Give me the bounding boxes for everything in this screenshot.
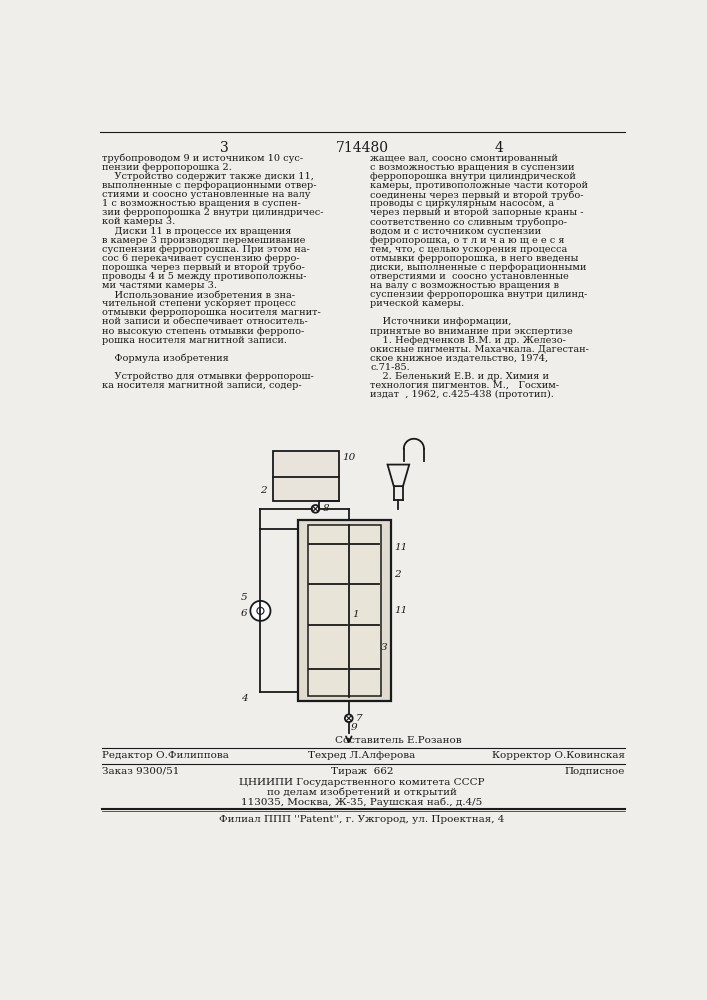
Text: с возможностью вращения в суспензии: с возможностью вращения в суспензии: [370, 163, 575, 172]
Text: Техред Л.Алферова: Техред Л.Алферова: [308, 751, 416, 760]
Text: пензии ферропорошка 2.: пензии ферропорошка 2.: [103, 163, 232, 172]
Text: ка носителя магнитной записи, содер-: ка носителя магнитной записи, содер-: [103, 381, 302, 390]
Text: издат  , 1962, с.425-438 (прототип).: издат , 1962, с.425-438 (прототип).: [370, 390, 554, 399]
Text: проводы 4 и 5 между противоположны-: проводы 4 и 5 между противоположны-: [103, 272, 307, 281]
Text: ми частями камеры 3.: ми частями камеры 3.: [103, 281, 217, 290]
Text: ферропорошка внутри цилиндрической: ферропорошка внутри цилиндрической: [370, 172, 576, 181]
Bar: [298, 520, 391, 701]
Text: 6: 6: [240, 609, 247, 618]
Text: 4: 4: [495, 141, 503, 155]
Text: технология пигментов. М.,   Госхим-: технология пигментов. М., Госхим-: [370, 381, 559, 390]
Text: Устройство для отмывки ферропорош-: Устройство для отмывки ферропорош-: [103, 372, 314, 381]
Text: ферропорошка, о т л и ч а ю щ е е с я: ферропорошка, о т л и ч а ю щ е е с я: [370, 236, 565, 245]
Text: трубопроводом 9 и источником 10 сус-: трубопроводом 9 и источником 10 сус-: [103, 154, 303, 163]
Text: Диски 11 в процессе их вращения: Диски 11 в процессе их вращения: [103, 227, 292, 236]
Text: 11: 11: [395, 543, 408, 552]
Text: 4: 4: [240, 694, 247, 703]
Text: порошка через первый и второй трубо-: порошка через первый и второй трубо-: [103, 263, 305, 272]
Text: соответственно со сливным трубопро-: соответственно со сливным трубопро-: [370, 217, 568, 227]
Text: Подписное: Подписное: [564, 767, 625, 776]
Text: Составитель Е.Розанов: Составитель Е.Розанов: [335, 736, 462, 745]
Text: Филиал ППП ''Patent'', г. Ужгород, ул. Проектная, 4: Филиал ППП ''Patent'', г. Ужгород, ул. П…: [219, 815, 505, 824]
Text: чительной степени ускоряет процесс: чительной степени ускоряет процесс: [103, 299, 296, 308]
Text: ной записи и обеспечивает относитель-: ной записи и обеспечивает относитель-: [103, 317, 308, 326]
Text: 3: 3: [381, 643, 387, 652]
Text: 2: 2: [395, 570, 401, 579]
Text: суспензии ферропорошка. При этом на-: суспензии ферропорошка. При этом на-: [103, 245, 310, 254]
Text: соединены через первый и второй трубо-: соединены через первый и второй трубо-: [370, 190, 584, 200]
Text: но высокую степень отмывки ферропо-: но высокую степень отмывки ферропо-: [103, 327, 305, 336]
Text: 11: 11: [395, 606, 408, 615]
Text: 1 с возможностью вращения в суспен-: 1 с возможностью вращения в суспен-: [103, 199, 301, 208]
Text: 9: 9: [351, 723, 358, 732]
Text: суспензии ферропорошка внутри цилинд-: суспензии ферропорошка внутри цилинд-: [370, 290, 588, 299]
Text: 113035, Москва, Ж-35, Раушская наб., д.4/5: 113035, Москва, Ж-35, Раушская наб., д.4…: [241, 798, 483, 807]
Text: ское книжное издательство, 1974,: ское книжное издательство, 1974,: [370, 354, 549, 363]
Text: ЦНИИПИ Государственного комитета СССР: ЦНИИПИ Государственного комитета СССР: [239, 778, 485, 787]
Text: 7: 7: [356, 714, 363, 723]
Text: сос 6 перекачивает суспензию ферро-: сос 6 перекачивает суспензию ферро-: [103, 254, 300, 263]
Text: отмывки ферропорошка, в него введены: отмывки ферропорошка, в него введены: [370, 254, 579, 263]
Text: диски, выполненные с перфорационными: диски, выполненные с перфорационными: [370, 263, 587, 272]
Text: по делам изобретений и открытий: по делам изобретений и открытий: [267, 788, 457, 797]
Text: принятые во внимание при экспертизе: принятые во внимание при экспертизе: [370, 327, 573, 336]
Text: 1. Нефедченков В.М. и др. Железо-: 1. Нефедченков В.М. и др. Железо-: [370, 336, 566, 345]
Text: с.71-85.: с.71-85.: [370, 363, 410, 372]
Text: Заказ 9300/51: Заказ 9300/51: [103, 767, 180, 776]
Text: окисные пигменты. Махачкала. Дагестан-: окисные пигменты. Махачкала. Дагестан-: [370, 345, 590, 354]
Text: Источники информации,: Источники информации,: [370, 317, 512, 326]
Text: через первый и второй запорные краны -: через первый и второй запорные краны -: [370, 208, 584, 217]
Text: стиями и соосно установленные на валу: стиями и соосно установленные на валу: [103, 190, 311, 199]
Text: рошка носителя магнитной записи.: рошка носителя магнитной записи.: [103, 336, 287, 345]
Text: рической камеры.: рической камеры.: [370, 299, 464, 308]
Text: проводы с циркулярным насосом, а: проводы с циркулярным насосом, а: [370, 199, 554, 208]
Text: Использование изобретения в зна-: Использование изобретения в зна-: [103, 290, 296, 300]
Text: кой камеры 3.: кой камеры 3.: [103, 217, 175, 226]
Text: жащее вал, соосно смонтированный: жащее вал, соосно смонтированный: [370, 154, 559, 163]
Circle shape: [250, 601, 271, 621]
Text: водом и с источником суспензии: водом и с источником суспензии: [370, 227, 542, 236]
Text: Тираж  662: Тираж 662: [331, 767, 393, 776]
Text: 2: 2: [260, 486, 267, 495]
Text: выполненные с перфорационными отвер-: выполненные с перфорационными отвер-: [103, 181, 317, 190]
Text: отверстиями и  соосно установленные: отверстиями и соосно установленные: [370, 272, 569, 281]
Text: 5: 5: [240, 593, 247, 602]
Text: Формула изобретения: Формула изобретения: [103, 354, 229, 363]
Text: Устройство содержит также диски 11,: Устройство содержит также диски 11,: [103, 172, 314, 181]
Text: камеры, противоположные части которой: камеры, противоположные части которой: [370, 181, 588, 190]
Text: Корректор О.Ковинская: Корректор О.Ковинская: [491, 751, 625, 760]
Text: тем, что, с целью ускорения процесса: тем, что, с целью ускорения процесса: [370, 245, 568, 254]
Text: 8: 8: [322, 504, 329, 513]
Circle shape: [312, 505, 320, 513]
Circle shape: [345, 714, 353, 722]
Text: отмывки ферропорошка носителя магнит-: отмывки ферропорошка носителя магнит-: [103, 308, 321, 317]
Text: 1: 1: [352, 610, 358, 619]
Text: Редактор О.Филиппова: Редактор О.Филиппова: [103, 751, 229, 760]
Text: 3: 3: [220, 141, 228, 155]
Text: зии ферропорошка 2 внутри цилиндричес-: зии ферропорошка 2 внутри цилиндричес-: [103, 208, 324, 217]
Text: на валу с возможностью вращения в: на валу с возможностью вращения в: [370, 281, 559, 290]
Text: 714480: 714480: [335, 141, 388, 155]
Text: в камере 3 производят перемешивание: в камере 3 производят перемешивание: [103, 236, 305, 245]
Text: 10: 10: [341, 453, 355, 462]
Text: 2. Беленький Е.В. и др. Химия и: 2. Беленький Е.В. и др. Химия и: [370, 372, 549, 381]
Bar: [308, 525, 380, 696]
Bar: [273, 451, 339, 501]
